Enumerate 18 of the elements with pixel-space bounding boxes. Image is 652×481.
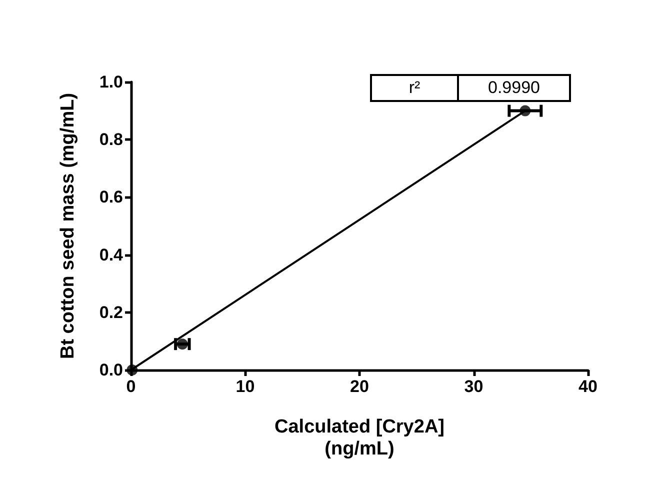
point — [520, 105, 531, 116]
x-tick-label: 0 — [126, 377, 136, 396]
y-tick-label: 0.6 — [99, 188, 123, 207]
y-tick-label: 0.8 — [99, 130, 123, 150]
point — [176, 338, 188, 350]
y-tick-label: 0.0 — [99, 360, 123, 380]
y-axis-title: Bt cotton seed mass (mg/mL) — [58, 92, 78, 360]
y-tick-label: 0.2 — [99, 302, 123, 322]
value-table: r² 0.9990 — [370, 74, 571, 102]
x-tick-label: 20 — [350, 377, 369, 396]
y-tick-label: 0.4 — [99, 245, 124, 264]
x-tick-label: 10 — [236, 377, 255, 396]
x-tick-label: 40 — [578, 377, 598, 396]
x-tick-label: 30 — [464, 377, 484, 396]
annotation: r² — [408, 77, 422, 99]
x-axis-title: Calculated [Cry2A] (ng/mL) — [274, 416, 444, 460]
annotation: 0.9990 — [457, 76, 569, 100]
y-tick-label: 1.0 — [99, 72, 123, 92]
